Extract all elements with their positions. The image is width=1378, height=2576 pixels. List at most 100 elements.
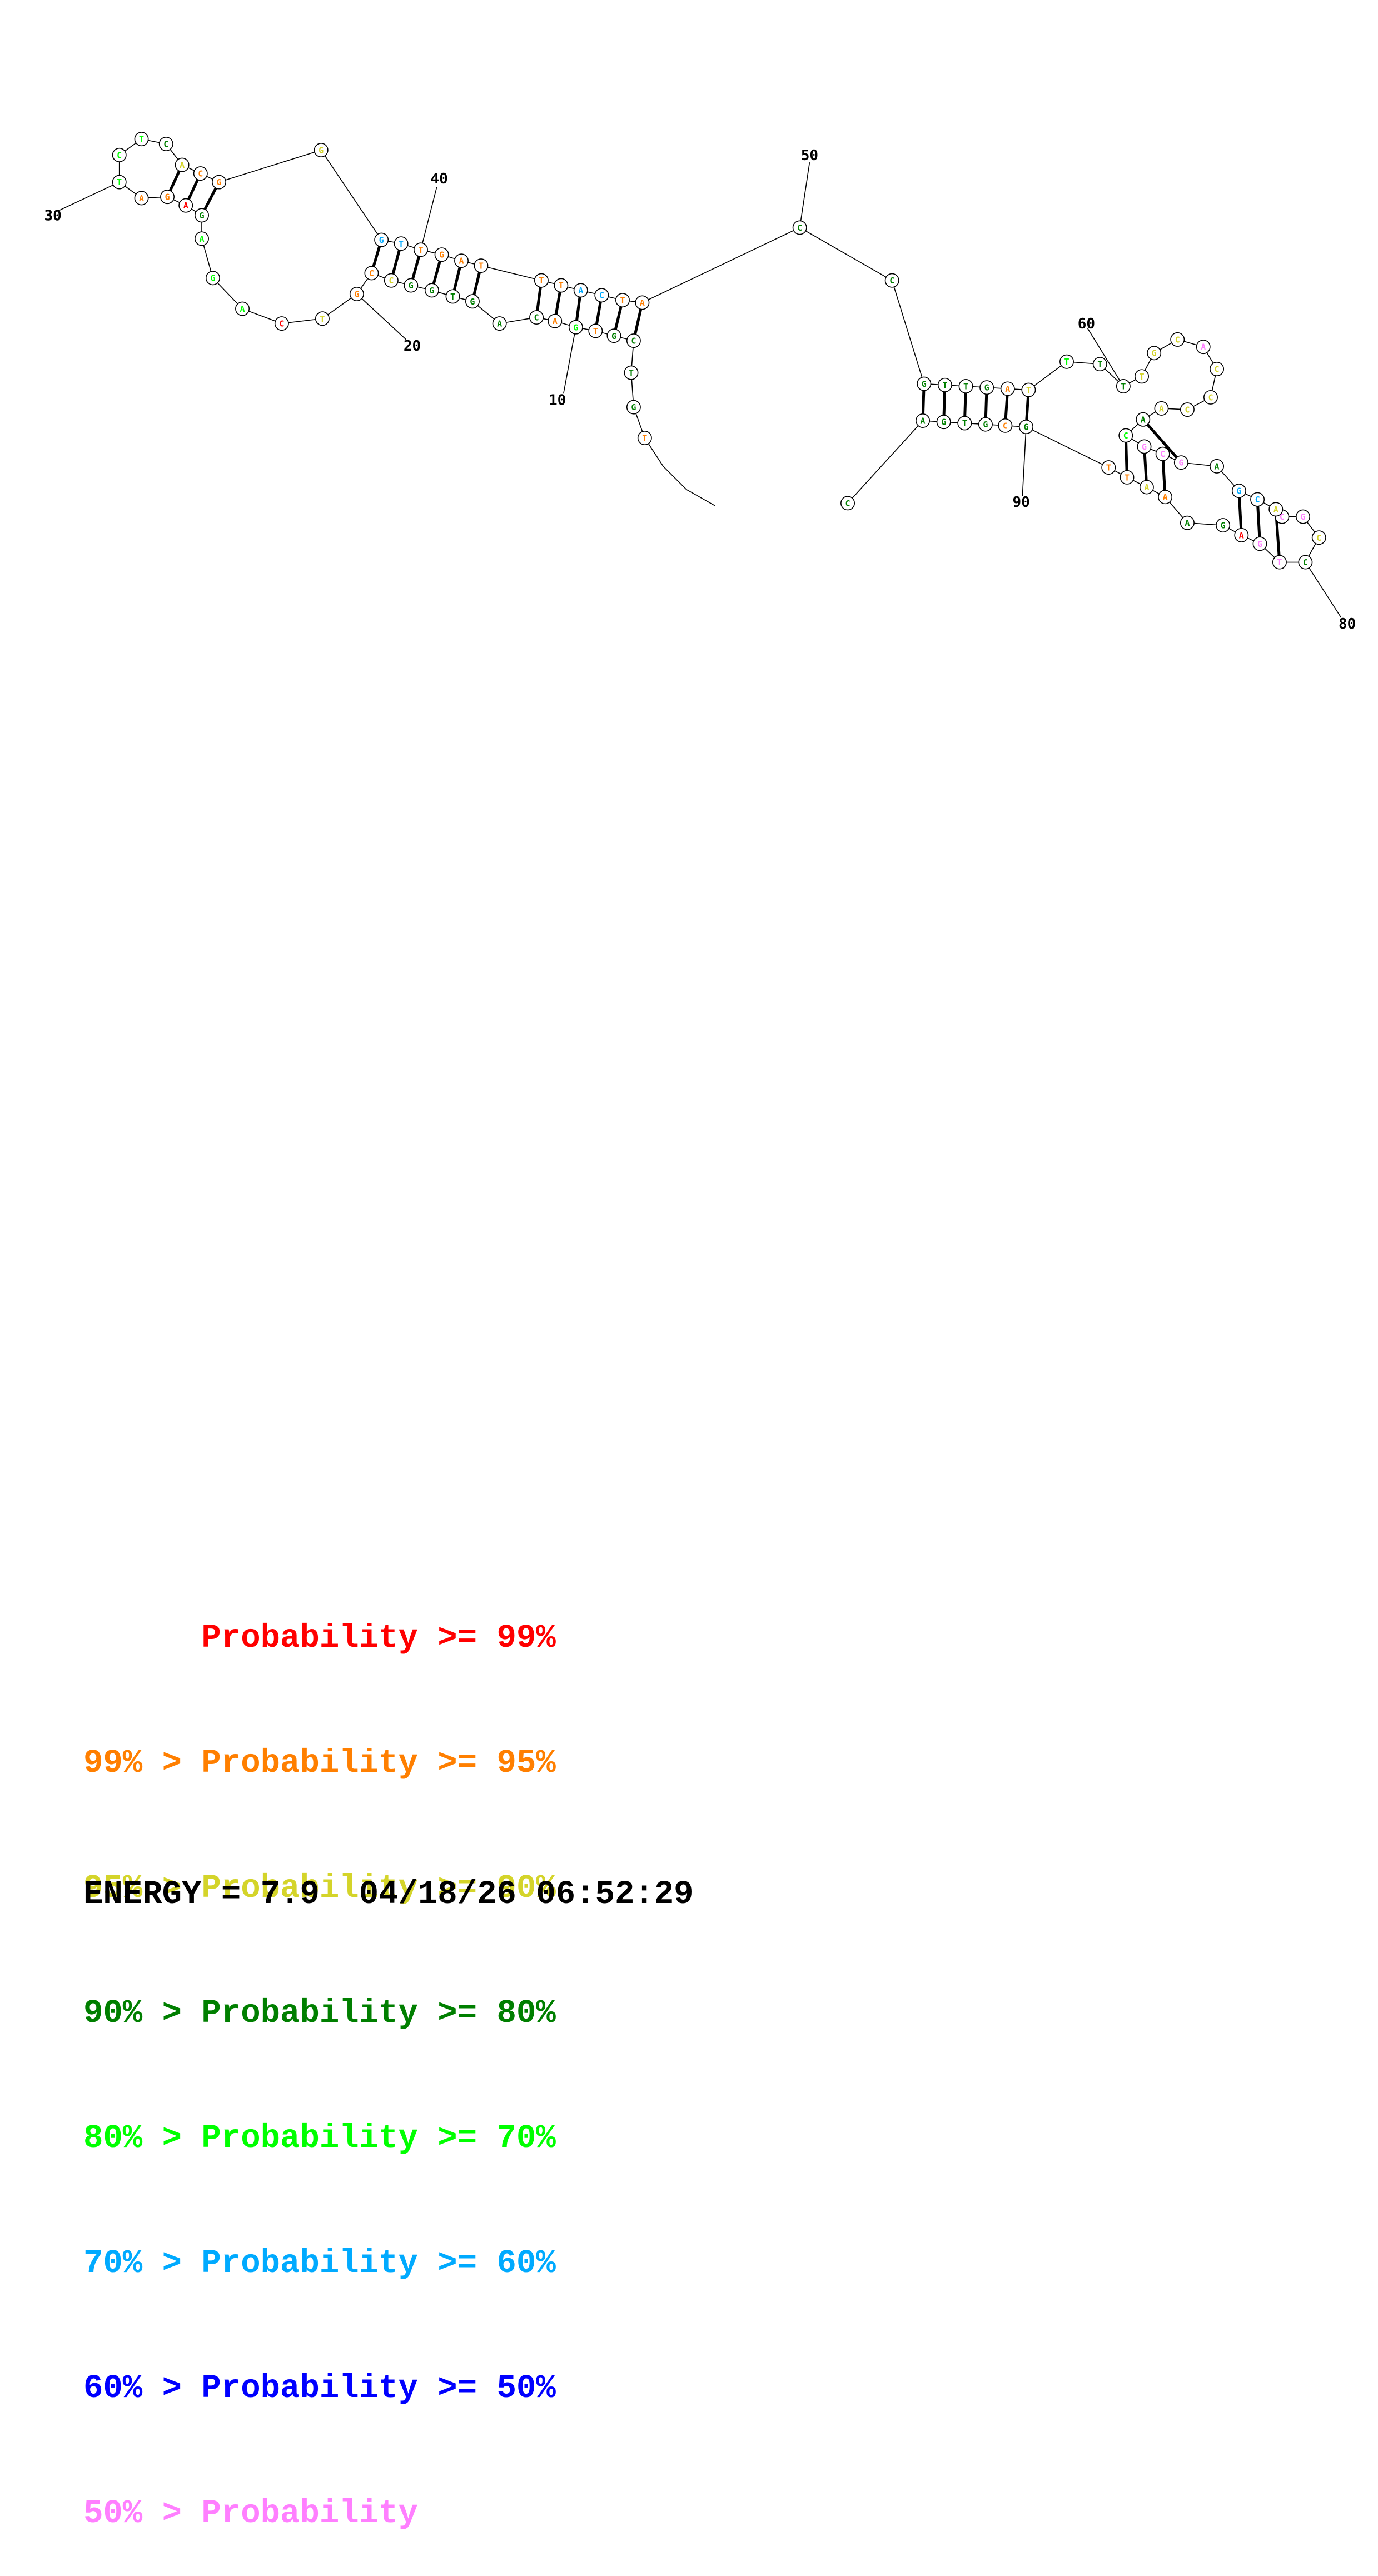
nucleotide: G [1252, 536, 1267, 551]
nucleotide-circle [1268, 502, 1284, 517]
nucleotide: T [1021, 382, 1036, 397]
base-pair-line [1142, 418, 1182, 464]
nucleotide: G [568, 320, 583, 335]
nucleotide: C [1311, 530, 1326, 545]
nucleotide: T [937, 377, 952, 392]
nucleotide: G [1296, 509, 1310, 524]
nucleotide-circle [195, 208, 209, 223]
nucleotide: T [554, 278, 569, 293]
nucleotide: A [1154, 401, 1169, 416]
nucleotide: G [978, 417, 993, 432]
nucleotide-circle [205, 271, 220, 286]
nucleotide-circle [212, 175, 226, 190]
nucleotide-base: A [1163, 492, 1168, 502]
nucleotide: A [1268, 502, 1284, 517]
nucleotide-circle [1203, 390, 1218, 405]
nucleotide-base: G [983, 420, 988, 430]
nucleotide-base: C [1280, 512, 1285, 522]
nucleotide-base: T [1106, 463, 1111, 473]
nucleotide: C [626, 333, 641, 348]
nucleotide: C [840, 496, 855, 511]
nucleotide: T [112, 175, 127, 190]
nucleotide: G [1231, 484, 1246, 499]
nucleotide-base: A [1201, 342, 1206, 352]
nucleotide-circle [1252, 536, 1267, 551]
legend-row-lt50: 50% > Probability [83, 2495, 418, 2532]
nucleotide-circle [606, 328, 621, 343]
nucleotide-circle [235, 301, 250, 316]
nucleotide-circle [1092, 357, 1107, 372]
nucleotide-circle [957, 416, 972, 431]
nucleotide-base: G [573, 322, 578, 332]
nucleotide-base: T [418, 245, 423, 255]
nucleotide: A [635, 295, 650, 310]
nucleotide-circle [1155, 446, 1170, 461]
nucleotide-circle [1120, 470, 1135, 485]
nucleotide-base: A [1239, 530, 1244, 540]
nucleotide-circle [465, 294, 480, 309]
nucleotide-base: G [165, 192, 170, 202]
nucleotide: C [1203, 390, 1218, 405]
nucleotide-circle [1210, 362, 1225, 376]
nucleotide: G [917, 376, 932, 391]
position-label: 10 [549, 392, 566, 408]
nucleotide: G [465, 294, 480, 309]
position-tick [1087, 328, 1124, 387]
backbone-segment [1028, 361, 1067, 391]
nucleotide-base: A [199, 234, 204, 244]
nucleotide-base: A [1215, 461, 1220, 471]
nucleotide-base: A [640, 298, 645, 308]
nucleotide-circle [193, 166, 208, 181]
nucleotide-circle [937, 377, 952, 392]
nucleotide-circle [112, 175, 127, 190]
nucleotide: A [195, 231, 209, 246]
nucleotide-base: C [1160, 449, 1165, 459]
position-labels: 10 20 30 40 50 60 80 90 [44, 147, 1356, 632]
nucleotide: A [492, 316, 507, 331]
nucleotide-base: C [1003, 421, 1008, 431]
nucleotide: C [884, 273, 899, 288]
nucleotide-circle [1210, 459, 1225, 474]
nucleotide-base: T [450, 292, 455, 302]
backbone-segment [663, 466, 687, 490]
nucleotide: C [1298, 555, 1313, 570]
timestamp: 04/18/26 06:52:29 [359, 1876, 694, 1913]
nucleotide-base: A [1273, 505, 1278, 515]
nucleotide: G [979, 380, 994, 395]
nucleotide: C [594, 288, 609, 303]
nucleotide-circle [958, 379, 973, 393]
base-pair-lines [166, 164, 1281, 562]
nucleotide-base: C [117, 150, 122, 160]
position-label: 80 [1339, 616, 1356, 632]
nucleotide-circle [1250, 492, 1265, 507]
nucleotide-circle [1231, 484, 1246, 499]
legend-row-ge99: Probability >= 99% [83, 1620, 556, 1657]
nucleotide-circle [573, 283, 588, 298]
nucleotide: A [1136, 412, 1151, 427]
position-tick-lines [56, 162, 1342, 618]
nucleotide-circle [474, 258, 489, 273]
nucleotide-base: T [117, 177, 122, 187]
nucleotide-base: G [409, 281, 414, 291]
nucleotide: G [1173, 455, 1188, 470]
nucleotide-base: C [279, 319, 284, 329]
nucleotide-circle [195, 231, 209, 246]
legend-row-80-90: 90% > Probability >= 80% [83, 1995, 556, 2032]
nucleotide-circle [134, 132, 149, 147]
nucleotide: T [315, 311, 330, 326]
nucleotide: G [424, 283, 439, 298]
nucleotide-base: G [1300, 512, 1305, 522]
backbone-lines [118, 138, 1320, 563]
nucleotide-circle [936, 415, 951, 430]
nucleotide-circle [624, 365, 639, 380]
nucleotide: T [958, 379, 973, 393]
nucleotide-base: G [1178, 458, 1183, 468]
nucleotide-base: C [889, 276, 894, 286]
nucleotide-circle [492, 316, 507, 331]
nucleotide-circle [588, 323, 603, 338]
nucleotide-base: G [1142, 442, 1147, 452]
nucleotide-base: A [1144, 482, 1149, 492]
nucleotide-base: T [1277, 557, 1282, 567]
